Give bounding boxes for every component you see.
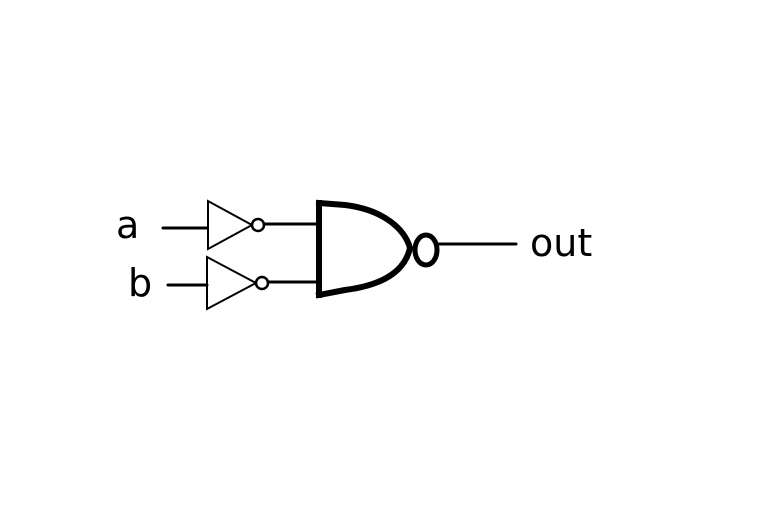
input-label-a: a	[116, 203, 139, 247]
not-gate-a	[207, 199, 266, 251]
nand-gate-bubble	[412, 232, 440, 268]
not-gate-b	[206, 255, 270, 311]
not-gate-b-bubble	[254, 275, 270, 291]
not-gate-a-bubble	[250, 217, 266, 233]
nand-gate-body	[315, 199, 413, 299]
not-gate-b-triangle	[206, 255, 259, 311]
nand-gate	[315, 199, 440, 299]
not-gate-a-triangle	[207, 199, 255, 251]
output-label-out: out	[530, 221, 592, 265]
input-label-b: b	[128, 261, 152, 305]
